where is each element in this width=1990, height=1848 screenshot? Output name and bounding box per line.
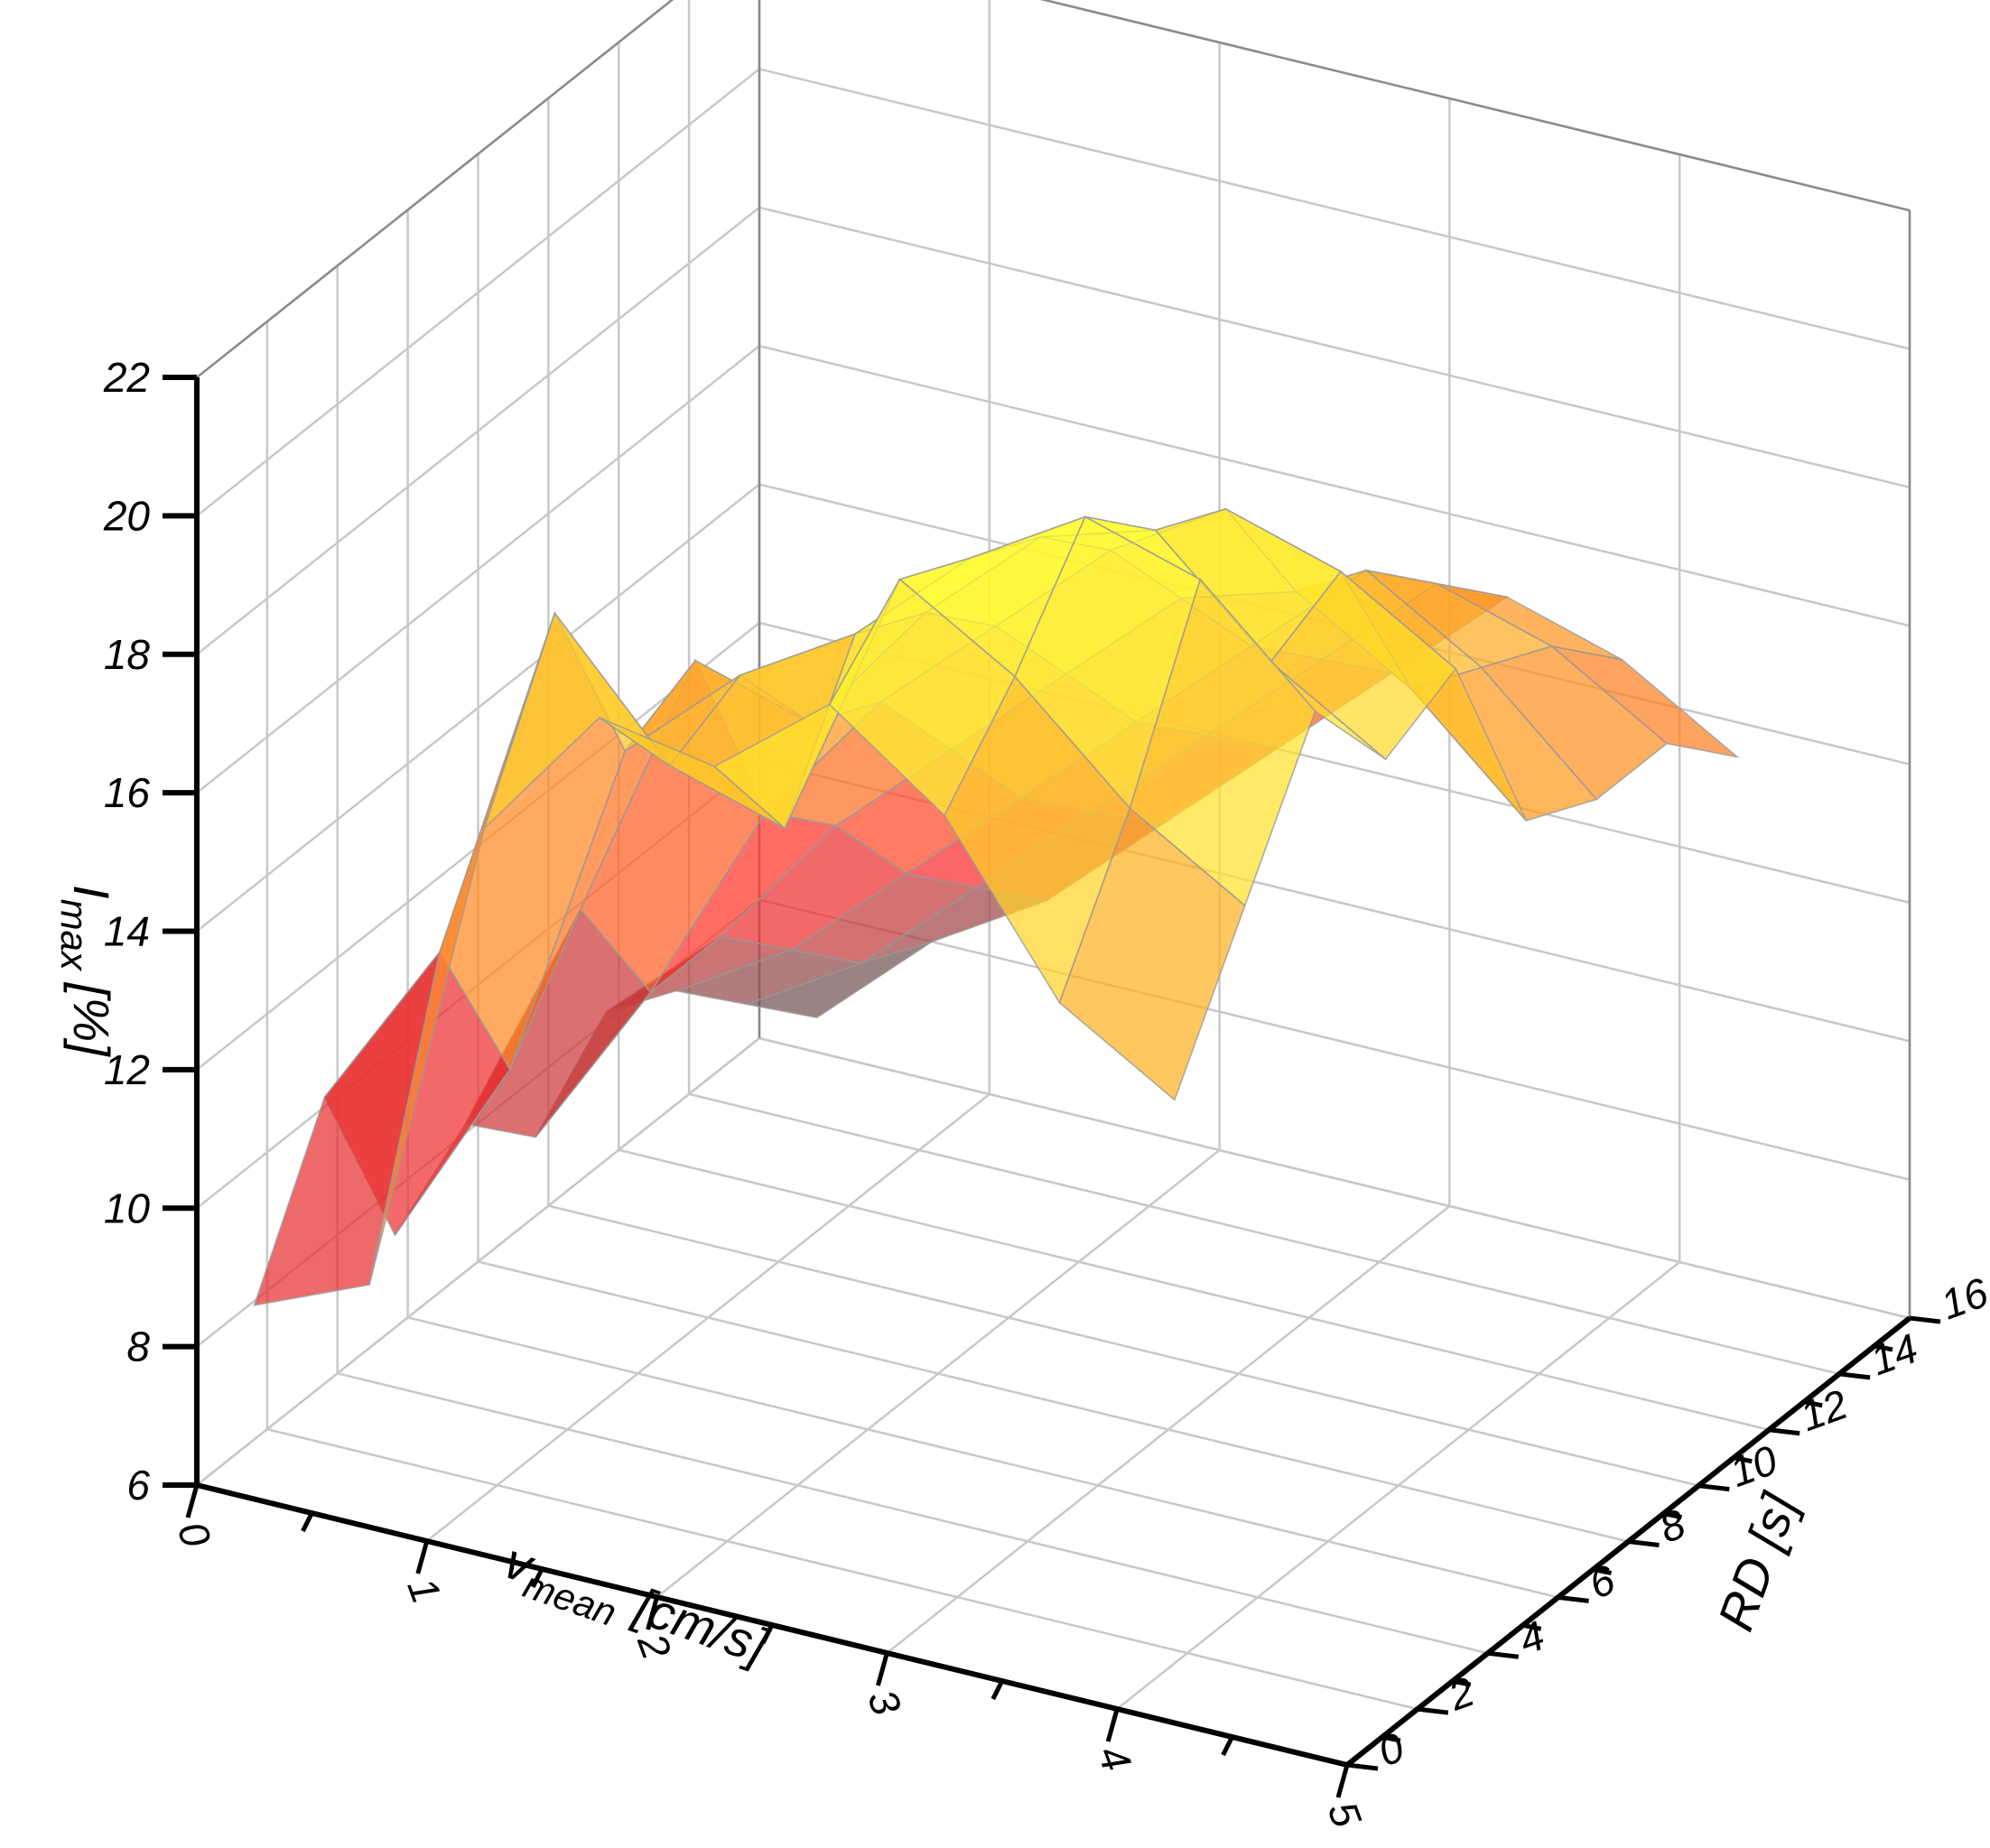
floor-gridline [266, 1427, 1418, 1711]
floor-gridline [548, 1204, 1699, 1487]
x-tick [415, 1540, 430, 1574]
x-minor-tick [530, 1567, 544, 1589]
y-minor-tick [1733, 1455, 1753, 1464]
y-minor-tick [1874, 1343, 1893, 1352]
x-axis-title: vmean [cm/s] [495, 1532, 776, 1685]
x-minor-tick [1221, 1735, 1234, 1757]
z-tick-label: 12 [104, 1046, 150, 1093]
y-tick [1698, 1483, 1730, 1492]
side-wall-gridline [196, 206, 760, 655]
y-minor-tick [1522, 1622, 1542, 1631]
back-wall-gridline [758, 206, 1911, 489]
floor-gridline [618, 1148, 1770, 1431]
floor-gridline [407, 1316, 1558, 1599]
z-tick-label: 14 [104, 908, 150, 955]
y-axis-title: RD [s] [1706, 1485, 1809, 1638]
y-tick [1628, 1539, 1660, 1547]
y-tick [1558, 1594, 1589, 1603]
z-tick-label: 22 [103, 354, 150, 401]
y-tick [1768, 1427, 1800, 1436]
y-minor-tick [1803, 1399, 1823, 1408]
x-tick [646, 1596, 660, 1630]
floor-gridline [478, 1260, 1629, 1543]
floor-gridline [758, 1036, 1911, 1320]
x-tick [875, 1652, 889, 1686]
y-minor-tick [1381, 1734, 1401, 1743]
x-tick-label: 5 [1319, 1796, 1372, 1834]
x-tick-label: 4 [1089, 1740, 1141, 1778]
x-tick [1105, 1708, 1120, 1742]
back-wall-gridline [758, 344, 1911, 627]
z-tick-label: 8 [126, 1323, 150, 1370]
z-tick-label: 6 [126, 1462, 150, 1509]
box-edge [1039, 0, 1911, 212]
box-edge [196, 0, 674, 379]
y-minor-tick [1593, 1566, 1613, 1575]
x-minor-tick [990, 1679, 1005, 1701]
surface-patch [1058, 807, 1246, 1101]
y-tick [1487, 1650, 1520, 1659]
y-tick-label: 14 [1864, 1324, 1924, 1384]
back-wall-gridline [1039, 0, 1911, 212]
y-tick [1417, 1706, 1449, 1715]
z-tick-label: 10 [104, 1184, 151, 1231]
z-tick-label: 16 [104, 769, 151, 816]
x-tick [1335, 1764, 1350, 1798]
back-wall-gridline [758, 898, 1911, 1181]
z-tick-label: 18 [104, 631, 151, 678]
y-tick-label: 12 [1794, 1380, 1854, 1440]
x-tick-label: 3 [859, 1684, 911, 1722]
z-tick-label: 20 [103, 492, 151, 539]
x-tick-label: 0 [169, 1516, 221, 1554]
z-axis-title: Imax[%] [53, 885, 120, 1057]
y-tick [1346, 1762, 1379, 1771]
back-wall-gridline [758, 68, 1911, 350]
side-wall-gridline [196, 483, 760, 933]
floor-gridline [688, 1092, 1840, 1376]
side-wall-gridline [196, 68, 760, 517]
y-minor-tick [1452, 1678, 1472, 1687]
floor-gridline [337, 1372, 1489, 1655]
y-minor-tick [1662, 1511, 1682, 1520]
x-tick [185, 1484, 200, 1518]
x-minor-tick [301, 1511, 314, 1533]
x-minor-tick [760, 1623, 775, 1645]
side-wall-gridline [196, 345, 760, 794]
x-tick-label: 1 [398, 1572, 451, 1610]
y-tick [1838, 1371, 1871, 1380]
y-tick-label: 16 [1935, 1268, 1990, 1329]
surface-layer [253, 507, 1740, 1306]
y-tick [1909, 1315, 1941, 1324]
